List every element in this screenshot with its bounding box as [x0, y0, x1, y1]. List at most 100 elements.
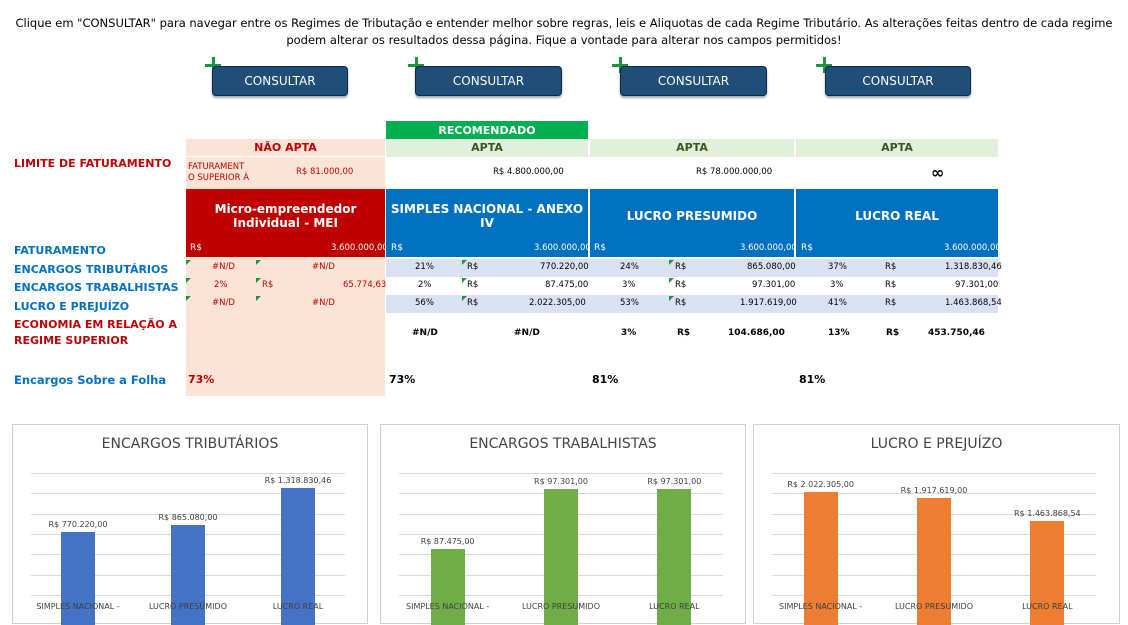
label-encargos-trib: ENCARGOS TRIBUTÁRIOS [14, 263, 169, 276]
real-eco-pct: 13% [828, 328, 850, 338]
plus-icon [612, 57, 630, 75]
presumido-trab-pct: 3% [622, 280, 636, 290]
presumido-lucro-val: 1.917.619,00 [740, 298, 797, 308]
label-limite: LIMITE DE FATURAMENTO [14, 157, 172, 170]
mei-lucro-a: #N/D [212, 298, 235, 308]
label-lucro: LUCRO E PREJUÍZO [14, 300, 130, 313]
real-eco-cur: R$ [886, 328, 900, 338]
simples-trib-cur: R$ [467, 262, 479, 272]
label-economia-2: REGIME SUPERIOR [14, 334, 129, 347]
plus-icon [816, 57, 834, 75]
presumido-lucro-pct: 53% [620, 298, 639, 308]
consultar-button-mei[interactable]: CONSULTAR [212, 66, 348, 96]
real-folha: 81% [799, 373, 826, 386]
presumido-trib-pct: 24% [620, 262, 639, 272]
presumido-eco-val: 104.686,00 [728, 328, 785, 338]
chart-title: LUCRO E PREJUÍZO [870, 436, 1003, 452]
data-label: R$ 2.022.305,00 [787, 480, 854, 490]
mei-fat-val: 3.600.000,00 [331, 243, 388, 253]
category-label: LUCRO REAL [1022, 602, 1073, 611]
gridline [31, 473, 345, 474]
comment-marker-icon [256, 278, 261, 283]
mei-limit-note-2: O SUPERIOR À [188, 173, 250, 183]
simples-fat-val: 3.600.000,00 [534, 243, 591, 253]
real-eco-val: 453.750,46 [928, 328, 985, 338]
real-name: LUCRO REAL [855, 209, 939, 223]
comment-marker-icon [462, 278, 467, 283]
presumido-header: LUCRO PRESUMIDO [590, 189, 794, 257]
bar [544, 489, 578, 625]
real-header: LUCRO REAL [796, 189, 998, 257]
gridline [772, 493, 1096, 495]
simples-limit: R$ 4.800.000,00 [493, 167, 564, 177]
data-label: R$ 1.318.830,46 [264, 475, 332, 485]
data-label: R$ 770.220,00 [48, 520, 108, 530]
plus-icon [408, 57, 426, 75]
category-label: LUCRO PRESUMIDO [522, 602, 600, 611]
data-label: R$ 865.080,00 [158, 512, 218, 522]
row-highlight-trib [386, 259, 998, 277]
real-status: APTA [796, 139, 998, 157]
presumido-lucro-cur: R$ [675, 298, 687, 308]
presumido-trib-val: 865.080,00 [747, 262, 796, 272]
presumido-name: LUCRO PRESUMIDO [626, 209, 758, 223]
simples-trab-val: 87.475,00 [545, 280, 589, 290]
presumido-status: APTA [590, 139, 794, 157]
chart-title: ENCARGOS TRABALHISTAS [469, 436, 657, 452]
presumido-fat-cur: R$ [594, 243, 606, 253]
presumido-trab-cur: R$ [675, 280, 687, 290]
consultar-button-presumido[interactable]: CONSULTAR [620, 66, 767, 96]
presumido-eco-cur: R$ [677, 328, 691, 338]
bar [61, 532, 95, 625]
label-encargos-trab: ENCARGOS TRABALHISTAS [14, 281, 179, 294]
mei-trab-pct: 2% [214, 280, 228, 290]
recommended-badge: RECOMENDADO [386, 121, 588, 139]
simples-eco-b: #N/D [514, 328, 540, 338]
consultar-button-simples[interactable]: CONSULTAR [415, 66, 562, 96]
row-highlight-lucro [386, 295, 998, 313]
category-label: LUCRO PRESUMIDO [149, 602, 227, 611]
mei-limit-note-1: FATURAMENT [188, 162, 245, 172]
comment-marker-icon [462, 296, 467, 301]
bar [657, 489, 692, 625]
comment-marker-icon [186, 296, 191, 301]
mei-column-bg [186, 139, 385, 396]
data-label: R$ 1.917.619,00 [900, 485, 968, 495]
chart-encargos-trabalhistas: ENCARGOS TRABALHISTAS R$ 87.475,00 SIMPLE… [380, 424, 746, 625]
simples-trib-val: 770.220,00 [540, 262, 589, 272]
mei-header: Micro-empreendedor Individual - MEI [186, 189, 385, 257]
presumido-folha: 81% [592, 373, 619, 386]
bar [430, 549, 465, 625]
simples-lucro-val: 2.022.305,00 [529, 298, 586, 308]
simples-status: APTA [386, 139, 588, 157]
mei-trib-a: #N/D [212, 262, 235, 272]
mei-fat-cur: R$ [190, 243, 202, 253]
plus-icon [205, 57, 223, 75]
simples-header: SIMPLES NACIONAL - ANEXO IV [386, 189, 588, 257]
consultar-button-real[interactable]: CONSULTAR [825, 66, 971, 96]
intro-text: Clique em "CONSULTAR" para navegar entre… [15, 16, 1113, 47]
real-fat-val: 3.600.000,00 [944, 243, 1001, 253]
presumido-fat-val: 3.600.000,00 [740, 243, 797, 253]
category-label: LUCRO PRESUMIDO [895, 602, 973, 611]
comment-marker-icon [256, 296, 261, 301]
comment-marker-icon [669, 278, 674, 283]
simples-trib-pct: 21% [415, 262, 434, 272]
comment-marker-icon [186, 260, 191, 265]
real-limit: ∞ [931, 163, 945, 182]
real-trab-pct: 3% [830, 280, 844, 290]
mei-trab-val: 65.774,63 [343, 280, 387, 290]
gridline [31, 513, 345, 515]
data-label: R$ 97.301,00 [534, 477, 588, 487]
mei-folha: 73% [188, 373, 215, 386]
presumido-eco-pct: 3% [621, 328, 637, 338]
real-trab-val: 97.301,00 [955, 280, 999, 290]
real-lucro-pct: 41% [828, 298, 847, 308]
data-label: R$ 87.475,00 [420, 537, 475, 547]
real-trib-cur: R$ [885, 262, 897, 272]
category-label: SIMPLES NACIONAL - [36, 602, 120, 611]
simples-folha: 73% [389, 373, 416, 386]
label-folha: Encargos Sobre a Folha [14, 373, 167, 387]
mei-lucro-b: #N/D [312, 298, 335, 308]
comment-marker-icon [186, 278, 191, 283]
